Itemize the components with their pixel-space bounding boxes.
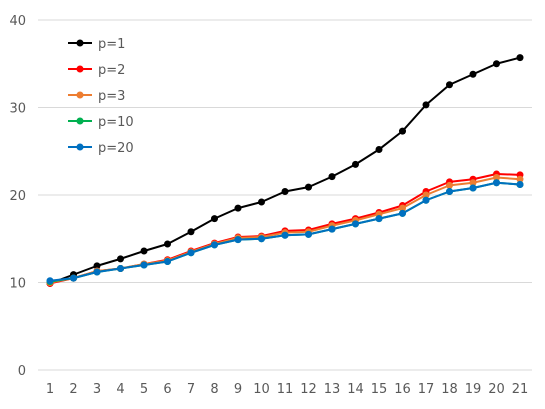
legend-label: p=1	[98, 37, 125, 52]
data-point	[328, 225, 336, 233]
data-point	[516, 54, 524, 62]
legend-item: p=20	[68, 141, 134, 156]
data-point	[352, 220, 359, 228]
data-point	[446, 188, 453, 195]
legend-label: p=20	[98, 141, 134, 156]
data-point	[305, 230, 312, 238]
x-tick-label: 6	[163, 382, 171, 397]
x-tick-label: 2	[69, 382, 77, 397]
legend-item: p=3	[68, 89, 125, 104]
legend-item: p=10	[68, 115, 134, 130]
data-point	[328, 173, 336, 181]
legend-label: p=3	[98, 89, 125, 104]
x-tick-label: 8	[210, 382, 218, 397]
x-tick-label: 4	[116, 382, 124, 397]
x-tick-label: 3	[93, 382, 101, 397]
x-tick-label: 19	[465, 382, 482, 397]
data-point	[70, 274, 77, 282]
data-point	[422, 101, 430, 109]
x-tick-label: 16	[394, 382, 411, 397]
x-tick-label: 15	[371, 382, 388, 397]
series-p=20	[46, 179, 524, 285]
legend-item: p=1	[68, 37, 125, 52]
data-point	[93, 268, 101, 276]
x-tick-label: 17	[418, 382, 435, 397]
data-point	[375, 146, 383, 153]
data-point	[117, 255, 124, 263]
legend-swatch-marker	[76, 117, 84, 125]
y-tick-label: 30	[9, 102, 26, 117]
data-point	[469, 70, 477, 78]
data-point	[469, 179, 477, 187]
legend: p=1 p=2 p=3 p=10 p=20	[68, 37, 134, 156]
x-tick-label: 14	[347, 382, 364, 397]
data-point	[493, 179, 500, 187]
data-point	[258, 198, 265, 206]
legend-label: p=2	[98, 63, 125, 78]
legend-swatch-marker	[76, 65, 84, 73]
x-tick-label: 7	[187, 382, 195, 397]
data-point	[164, 240, 171, 248]
data-point	[446, 81, 453, 89]
x-tick-label: 1	[46, 382, 54, 397]
data-point	[187, 228, 195, 236]
x-tick-label: 12	[300, 382, 317, 397]
data-point	[211, 241, 218, 249]
x-tick-label: 11	[277, 382, 294, 397]
data-point	[164, 258, 171, 265]
x-tick-label: 20	[488, 382, 505, 397]
data-point	[422, 191, 430, 199]
data-point	[446, 181, 453, 189]
data-point	[234, 204, 242, 212]
data-point	[140, 247, 148, 255]
legend-label: p=10	[98, 115, 134, 130]
data-point	[399, 204, 406, 212]
data-point	[493, 174, 500, 181]
y-tick-label: 0	[18, 364, 26, 379]
data-point	[469, 184, 477, 192]
legend-swatch-marker	[76, 39, 84, 47]
y-tick-label: 20	[9, 189, 26, 204]
legend-swatch-marker	[76, 143, 84, 151]
data-point	[305, 183, 312, 191]
data-point	[93, 262, 101, 270]
data-point	[422, 196, 430, 204]
data-point	[375, 215, 383, 223]
data-point	[399, 209, 406, 217]
x-tick-label: 10	[253, 382, 270, 397]
x-tick-label: 9	[234, 382, 242, 397]
data-point	[399, 127, 406, 135]
x-tick-label: 13	[324, 382, 341, 397]
data-point	[234, 236, 242, 244]
data-point	[140, 261, 148, 269]
y-tick-label: 40	[9, 14, 26, 29]
x-tick-label: 5	[140, 382, 148, 397]
data-point	[258, 235, 265, 243]
series-lines	[46, 54, 524, 287]
data-point	[493, 60, 500, 68]
series-p=1	[46, 54, 524, 287]
y-tick-label: 10	[9, 277, 26, 292]
data-point	[117, 265, 124, 272]
data-point	[46, 277, 54, 285]
data-point	[516, 175, 524, 183]
data-point	[281, 188, 289, 195]
legend-item: p=2	[68, 63, 125, 78]
x-tick-label: 21	[512, 382, 529, 397]
data-point	[187, 249, 195, 257]
data-point	[281, 231, 289, 239]
data-point	[352, 160, 359, 168]
data-point	[516, 181, 524, 188]
legend-swatch-marker	[76, 91, 84, 99]
x-tick-label: 18	[441, 382, 458, 397]
data-point	[211, 215, 218, 223]
